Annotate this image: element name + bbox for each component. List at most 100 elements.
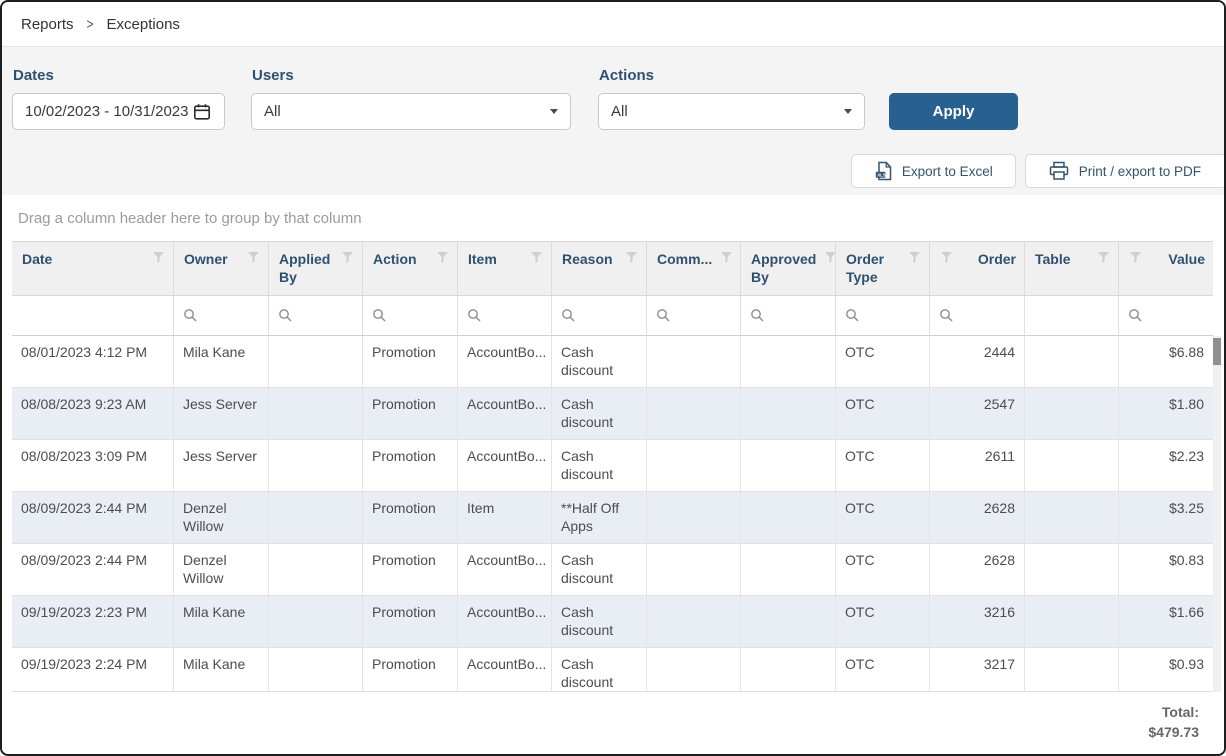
group-by-drop-zone[interactable]: Drag a column header here to group by th… — [18, 210, 362, 227]
column-header-comm[interactable]: Comm... — [647, 242, 741, 295]
column-header-date[interactable]: Date — [12, 242, 174, 295]
dates-label: Dates — [13, 67, 54, 84]
cell-owner: Jess Server — [174, 388, 269, 439]
column-header-label: Value — [1168, 251, 1205, 267]
users-filter-group: Users All — [225, 67, 571, 130]
filter-funnel-icon[interactable] — [436, 251, 449, 264]
search-filter-applied-by[interactable] — [269, 296, 363, 335]
magnifier-icon — [939, 308, 954, 323]
filter-funnel-icon[interactable] — [152, 251, 165, 264]
filter-funnel-icon[interactable] — [720, 251, 733, 264]
cell-item: Item — [458, 492, 552, 543]
cell-approved-by — [741, 388, 836, 439]
search-filter-comm[interactable] — [647, 296, 741, 335]
calendar-icon[interactable] — [192, 102, 212, 122]
column-header-applied-by[interactable]: Applied By — [269, 242, 363, 295]
cell-action: Promotion — [363, 492, 458, 543]
actions-select[interactable]: All — [598, 93, 865, 130]
table-row[interactable]: 09/19/2023 2:23 PM Mila Kane Promotion Acco… — [12, 596, 1213, 648]
users-select[interactable]: All — [251, 93, 571, 130]
search-filter-value[interactable] — [1119, 296, 1213, 335]
cell-item: AccountBo... — [458, 596, 552, 647]
total-value: $479.73 — [1148, 724, 1199, 740]
grid-footer: Total: $479.73 — [12, 692, 1213, 752]
cell-applied-by — [269, 596, 363, 647]
column-header-order[interactable]: Order — [930, 242, 1025, 295]
cell-order: 3217 — [930, 648, 1025, 691]
filter-funnel-icon[interactable] — [1129, 251, 1142, 264]
table-row[interactable]: 08/09/2023 2:44 PM Denzel Willow Promotion… — [12, 492, 1213, 544]
cell-applied-by — [269, 648, 363, 691]
search-filter-owner[interactable] — [174, 296, 269, 335]
column-header-table[interactable]: Table — [1025, 242, 1119, 295]
magnifier-icon — [372, 308, 387, 323]
search-filter-approved-by[interactable] — [741, 296, 836, 335]
search-filter-reason[interactable] — [552, 296, 647, 335]
users-label: Users — [252, 67, 294, 84]
magnifier-icon — [1128, 308, 1143, 323]
cell-owner: Mila Kane — [174, 596, 269, 647]
column-header-item[interactable]: Item — [458, 242, 552, 295]
cell-date: 08/09/2023 2:44 PM — [12, 544, 174, 595]
vertical-scrollbar[interactable] — [1213, 336, 1221, 692]
filter-funnel-icon[interactable] — [908, 251, 921, 264]
cell-order: 2444 — [930, 336, 1025, 387]
search-filter-action[interactable] — [363, 296, 458, 335]
filter-funnel-icon[interactable] — [625, 251, 638, 264]
cell-order: 2628 — [930, 492, 1025, 543]
table-row[interactable]: 08/08/2023 3:09 PM Jess Server Promotion Ac… — [12, 440, 1213, 492]
table-row[interactable]: 08/09/2023 2:44 PM Denzel Willow Promotion… — [12, 544, 1213, 596]
column-header-label: Owner — [184, 251, 228, 267]
cell-order: 2547 — [930, 388, 1025, 439]
search-filter-order-type[interactable] — [836, 296, 930, 335]
column-header-approved-by[interactable]: Approved By — [741, 242, 836, 295]
export-pdf-button[interactable]: Print / export to PDF — [1024, 154, 1224, 188]
cell-reason: Cash discount — [552, 596, 647, 647]
cell-value: $2.23 — [1168, 448, 1204, 464]
filter-funnel-icon[interactable] — [530, 251, 543, 264]
cell-order: 3216 — [930, 596, 1025, 647]
table-row[interactable]: 08/08/2023 9:23 AM Jess Server Promotion Ac… — [12, 388, 1213, 440]
cell-date: 08/08/2023 3:09 PM — [12, 440, 174, 491]
filter-funnel-icon[interactable] — [1097, 251, 1110, 264]
report-content: Drag a column header here to group by th… — [2, 195, 1224, 752]
cell-reason: Cash discount — [552, 336, 647, 387]
chevron-right-icon: > — [86, 15, 94, 33]
date-range-input[interactable]: 10/02/2023 - 10/31/2023 — [12, 93, 225, 130]
cell-action: Promotion — [363, 544, 458, 595]
column-header-value[interactable]: Value — [1119, 242, 1213, 295]
column-header-order-type[interactable]: Order Type — [836, 242, 930, 295]
column-header-label: Approved By — [751, 251, 817, 285]
table-row[interactable]: 09/19/2023 2:24 PM Mila Kane Promotion Acco… — [12, 648, 1213, 691]
apply-button[interactable]: Apply — [889, 93, 1018, 130]
search-filter-table[interactable] — [1025, 296, 1119, 335]
scrollbar-thumb[interactable] — [1213, 338, 1221, 365]
filter-funnel-icon[interactable] — [824, 251, 835, 264]
actions-select-value: All — [611, 103, 628, 120]
search-filter-order[interactable] — [930, 296, 1025, 335]
cell-date: 09/19/2023 2:23 PM — [12, 596, 174, 647]
cell-date: 09/19/2023 2:24 PM — [12, 648, 174, 691]
table-row[interactable]: 08/01/2023 4:12 PM Mila Kane Promotion Acco… — [12, 336, 1213, 388]
column-header-label: Applied By — [279, 251, 331, 285]
search-filter-item[interactable] — [458, 296, 552, 335]
column-header-reason[interactable]: Reason — [552, 242, 647, 295]
total-label: Total: — [1161, 704, 1199, 720]
cell-item: AccountBo... — [458, 544, 552, 595]
column-header-owner[interactable]: Owner — [174, 242, 269, 295]
search-filter-date[interactable] — [12, 296, 174, 335]
cell-approved-by — [741, 492, 836, 543]
cell-order: 2628 — [930, 544, 1025, 595]
cell-applied-by — [269, 388, 363, 439]
export-pdf-label: Print / export to PDF — [1078, 163, 1201, 179]
filter-funnel-icon[interactable] — [940, 251, 953, 264]
column-header-action[interactable]: Action — [363, 242, 458, 295]
export-excel-button[interactable]: XLS Export to Excel — [850, 154, 1016, 188]
breadcrumb-reports[interactable]: Reports — [21, 15, 74, 33]
cell-comm — [647, 648, 741, 691]
cell-applied-by — [269, 336, 363, 387]
filter-funnel-icon[interactable] — [247, 251, 260, 264]
filter-funnel-icon[interactable] — [341, 251, 354, 264]
magnifier-icon — [845, 308, 860, 323]
cell-order-type: OTC — [836, 336, 930, 387]
